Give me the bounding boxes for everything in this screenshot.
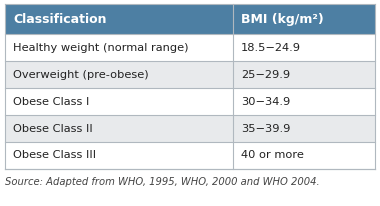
Text: Source: Adapted from WHO, 1995, WHO, 2000 and WHO 2004.: Source: Adapted from WHO, 1995, WHO, 200… [5, 177, 320, 187]
Bar [5, 88, 233, 115]
Bar [233, 115, 375, 142]
Text: Obese Class III: Obese Class III [13, 151, 96, 160]
Text: 35−39.9: 35−39.9 [241, 124, 290, 133]
Bar [233, 61, 375, 88]
Text: Obese Class II: Obese Class II [13, 124, 93, 133]
Text: 18.5−24.9: 18.5−24.9 [241, 42, 301, 53]
Bar [233, 4, 375, 34]
Text: Healthy weight (normal range): Healthy weight (normal range) [13, 42, 188, 53]
Text: 30−34.9: 30−34.9 [241, 96, 290, 107]
Bar [5, 4, 233, 34]
Text: 25−29.9: 25−29.9 [241, 69, 290, 80]
Bar [233, 88, 375, 115]
Text: Obese Class I: Obese Class I [13, 96, 89, 107]
Text: Classification: Classification [13, 13, 106, 26]
Bar [233, 142, 375, 169]
Text: BMI (kg/m²): BMI (kg/m²) [241, 13, 324, 26]
Bar [5, 61, 233, 88]
Bar [5, 115, 233, 142]
Bar [233, 34, 375, 61]
Text: Overweight (pre-obese): Overweight (pre-obese) [13, 69, 149, 80]
Bar [5, 34, 233, 61]
Bar [5, 142, 233, 169]
Text: 40 or more: 40 or more [241, 151, 304, 160]
